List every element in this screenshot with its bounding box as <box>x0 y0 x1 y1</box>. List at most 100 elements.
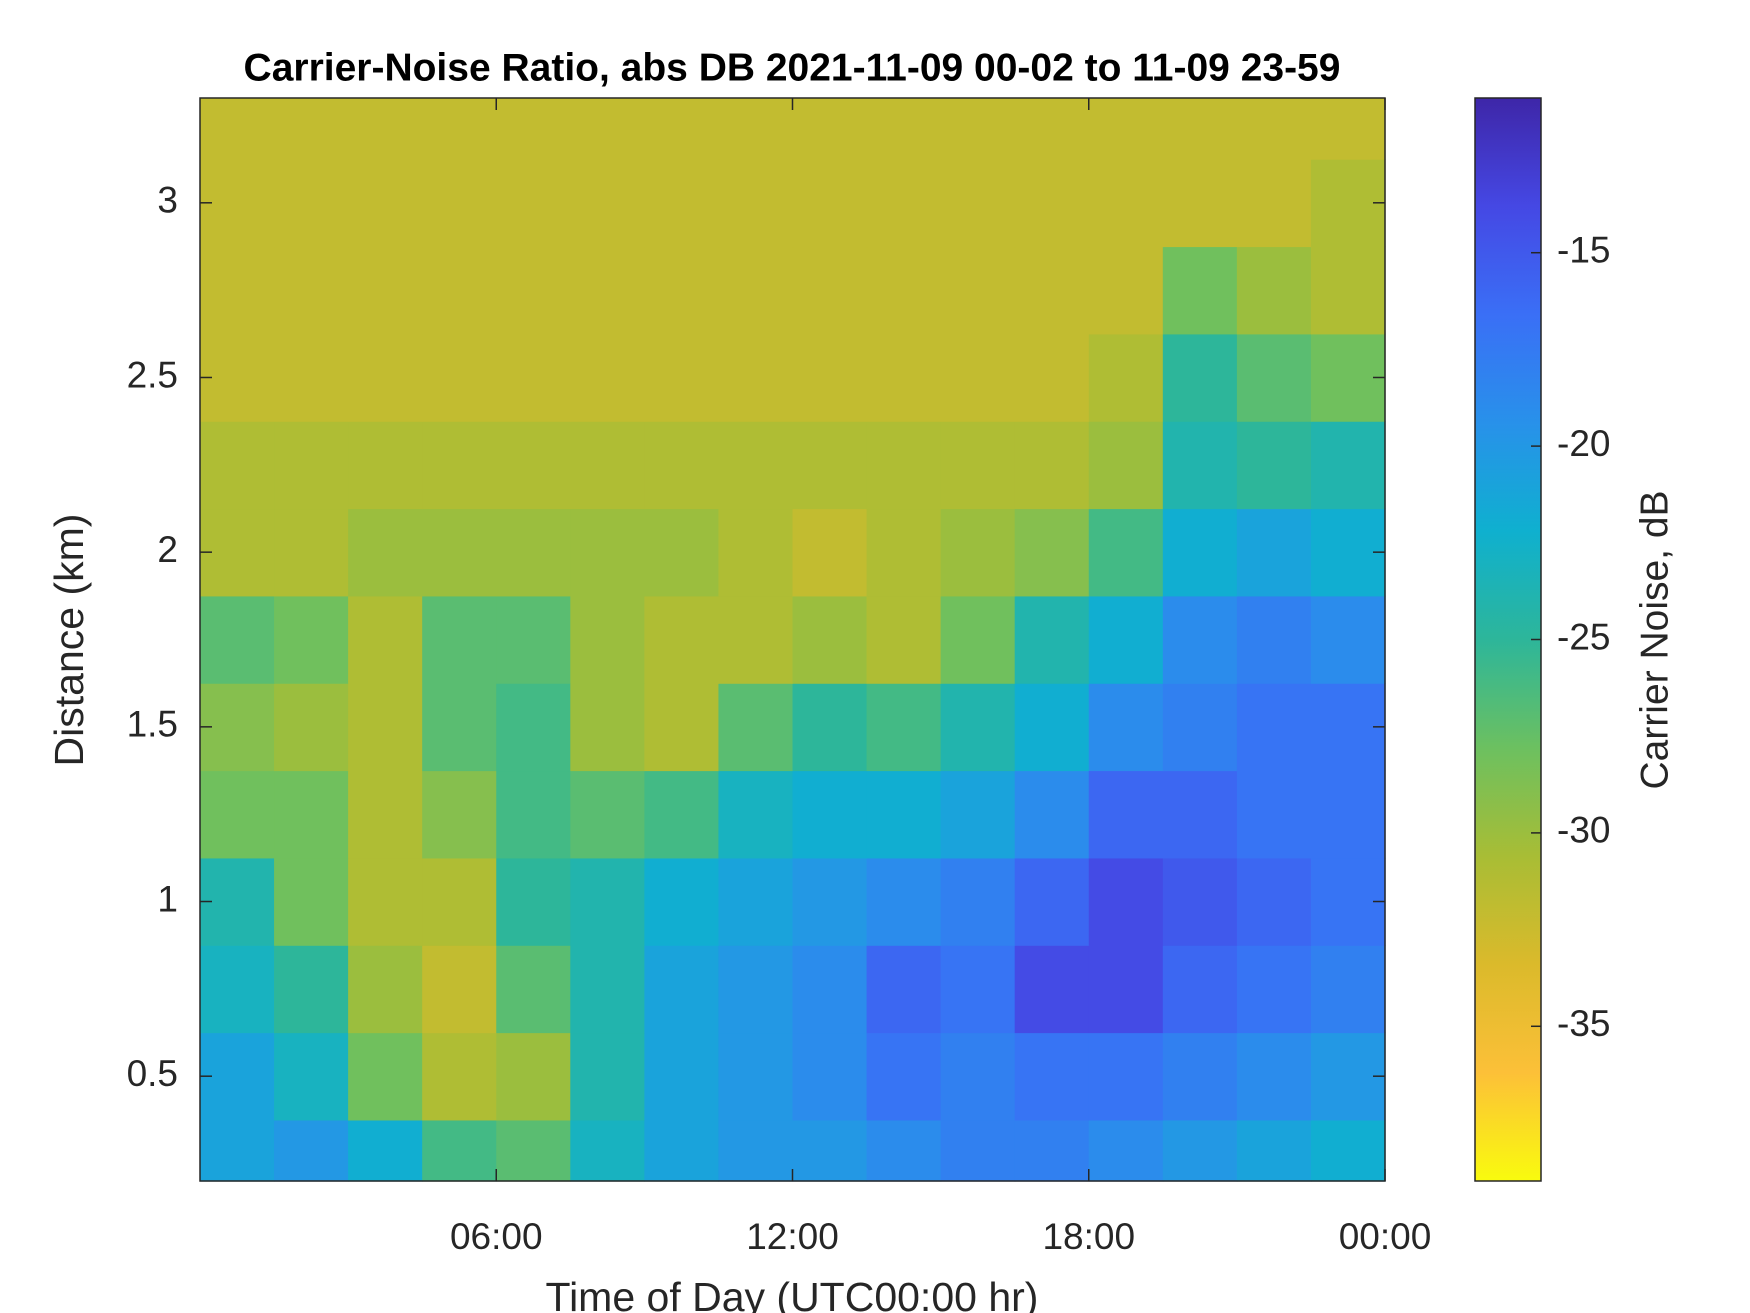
heatmap-cell <box>1014 1032 1090 1121</box>
heatmap-cell <box>1236 508 1312 597</box>
heatmap-cell <box>1236 857 1312 946</box>
heatmap-cell <box>1088 98 1164 160</box>
heatmap-cell <box>718 770 794 859</box>
heatmap-cell <box>792 770 868 859</box>
heatmap-cell <box>718 333 794 422</box>
heatmap-cell <box>644 421 720 510</box>
heatmap-cell <box>496 1119 571 1182</box>
heatmap-cell <box>1236 1032 1312 1121</box>
heatmap-cell <box>570 246 645 335</box>
heatmap-cell <box>940 333 1016 422</box>
chart-title: Carrier-Noise Ratio, abs DB 2021-11-09 0… <box>244 46 1341 89</box>
heatmap-cell <box>940 1119 1016 1182</box>
heatmap-cell <box>792 683 868 772</box>
heatmap-cell <box>496 246 571 335</box>
heatmap-cell <box>1310 945 1386 1034</box>
heatmap-cell <box>1310 421 1386 510</box>
heatmap-cell <box>1236 246 1312 335</box>
heatmap-cell <box>1162 508 1238 597</box>
heatmap-cell <box>1162 246 1238 335</box>
heatmap-cell <box>1236 770 1312 859</box>
heatmap-cell <box>718 98 794 160</box>
heatmap-cell <box>422 683 497 772</box>
heatmap-cell <box>644 770 720 859</box>
heatmap-cell <box>570 98 645 160</box>
heatmap-cell <box>866 595 942 684</box>
heatmap-cell <box>940 421 1016 510</box>
heatmap-cell <box>644 683 720 772</box>
heatmap-cell <box>348 683 423 772</box>
heatmap-cell <box>570 683 645 772</box>
heatmap-cell <box>792 508 868 597</box>
heatmap-cell <box>274 246 349 335</box>
heatmap-cell <box>1014 421 1090 510</box>
heatmap-cell <box>496 945 571 1034</box>
heatmap-cell <box>1088 945 1164 1034</box>
heatmap-cell <box>718 1119 794 1182</box>
heatmap-cell <box>866 770 942 859</box>
heatmap-cell <box>422 595 497 684</box>
heatmap-cell <box>422 159 497 248</box>
heatmap-cell <box>866 333 942 422</box>
heatmap-cell <box>1236 683 1312 772</box>
y-tick-label: 1 <box>157 878 178 919</box>
heatmap-cell <box>940 508 1016 597</box>
heatmap-cell <box>274 1119 349 1182</box>
heatmap-cell <box>348 98 423 160</box>
x-tick-label: 00:00 <box>1339 1216 1432 1257</box>
heatmap-cell <box>1310 1119 1386 1182</box>
heatmap-cell <box>792 1032 868 1121</box>
heatmap-cell <box>866 421 942 510</box>
heatmap-cell <box>940 683 1016 772</box>
heatmap-cell <box>1088 421 1164 510</box>
heatmap-cell <box>422 246 497 335</box>
heatmap-cell <box>1088 595 1164 684</box>
heatmap-cell <box>1162 98 1238 160</box>
x-tick-label: 12:00 <box>746 1216 839 1257</box>
heatmap-cell <box>200 508 275 597</box>
heatmap-cell <box>1162 159 1238 248</box>
heatmap-cell <box>1310 246 1386 335</box>
heatmap-cell <box>866 159 942 248</box>
heatmap-cell <box>496 333 571 422</box>
heatmap-cell <box>718 595 794 684</box>
heatmap-cell <box>792 333 868 422</box>
heatmap-cell <box>1162 333 1238 422</box>
heatmap-cell <box>1088 1119 1164 1182</box>
heatmap-cell <box>644 595 720 684</box>
heatmap-cell <box>718 1032 794 1121</box>
heatmap-cell <box>940 246 1016 335</box>
heatmap-cell <box>570 857 645 946</box>
heatmap-cell <box>866 1032 942 1121</box>
heatmap-cell <box>422 98 497 160</box>
heatmap-cell <box>644 857 720 946</box>
heatmap-cell <box>1162 683 1238 772</box>
heatmap-cell <box>274 857 349 946</box>
heatmap-cell <box>274 159 349 248</box>
heatmap-cell <box>644 1119 720 1182</box>
heatmap-cell <box>496 1032 571 1121</box>
heatmap-cell <box>1014 683 1090 772</box>
heatmap-cell <box>274 945 349 1034</box>
heatmap-cell <box>644 98 720 160</box>
heatmap-cell <box>644 246 720 335</box>
y-tick-label: 3 <box>157 180 178 221</box>
heatmap-cell <box>792 246 868 335</box>
heatmap-cell <box>200 1119 275 1182</box>
heatmap-cell <box>1236 595 1312 684</box>
heatmap-cell <box>496 683 571 772</box>
heatmap-cell <box>274 98 349 160</box>
heatmap-cell <box>1162 1032 1238 1121</box>
heatmap-cell <box>200 857 275 946</box>
heatmap-cell <box>200 683 275 772</box>
heatmap-cell <box>792 945 868 1034</box>
heatmap-cell <box>1236 1119 1312 1182</box>
colorbar-tick-label: -30 <box>1557 810 1610 851</box>
heatmap-cell <box>496 595 571 684</box>
heatmap-cell <box>1088 159 1164 248</box>
heatmap-cell <box>422 1032 497 1121</box>
y-tick-label: 2 <box>157 529 178 570</box>
heatmap-cell <box>1088 857 1164 946</box>
colorbar-tick-label: -25 <box>1557 616 1610 657</box>
